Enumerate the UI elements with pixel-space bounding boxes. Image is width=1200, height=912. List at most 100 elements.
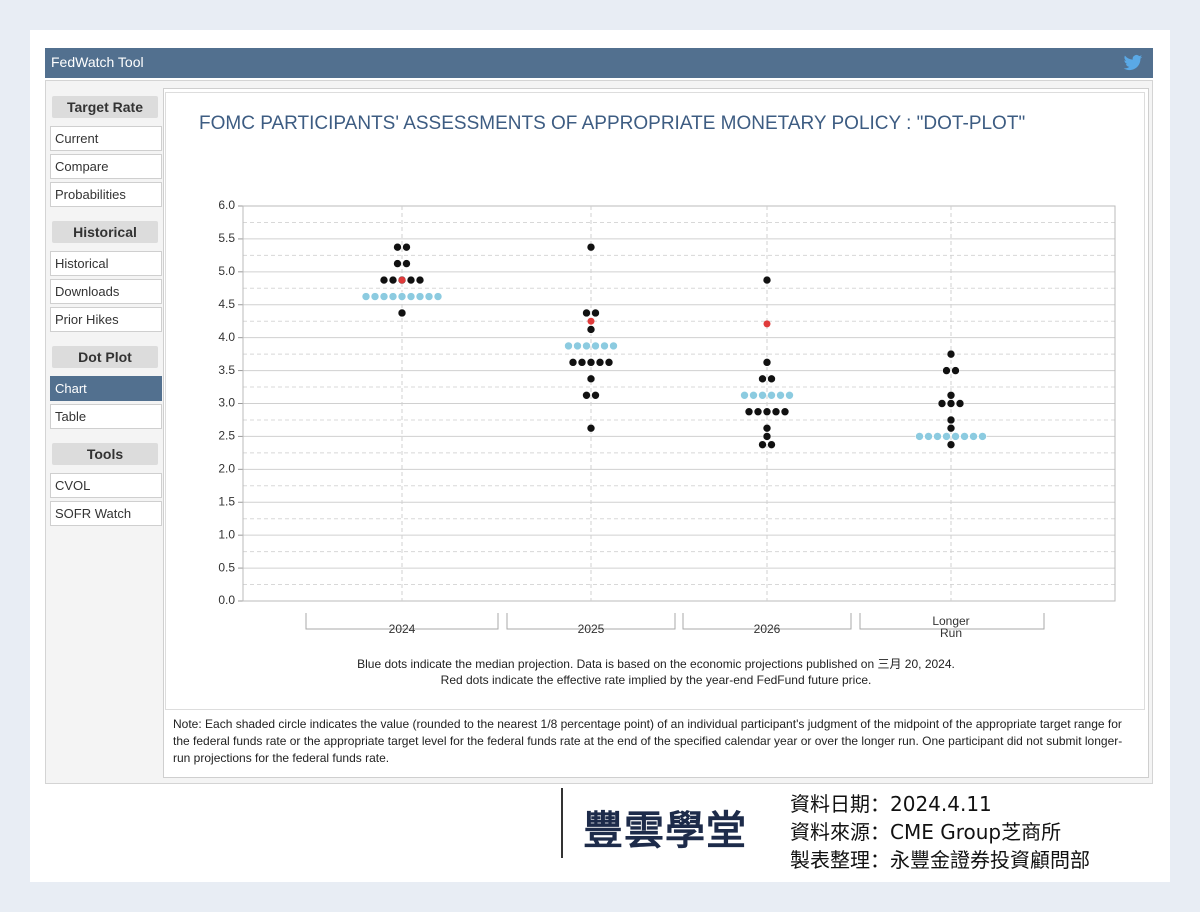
nav-item[interactable]: Current xyxy=(50,126,162,151)
participant-dot xyxy=(586,374,596,384)
category-bracket xyxy=(682,613,852,630)
y-tick-label: 0.5 xyxy=(218,560,235,574)
x-tick-label: 2026 xyxy=(753,623,781,636)
participant-dot xyxy=(744,407,754,417)
median-dot xyxy=(749,390,758,400)
participant-dot xyxy=(379,275,389,285)
median-dot xyxy=(951,432,960,441)
median-dot xyxy=(933,432,942,441)
info-line: 資料來源：CME Group芝商所 xyxy=(790,820,1062,844)
median-dot xyxy=(424,292,434,301)
tool-title: FedWatch Tool xyxy=(51,54,144,70)
x-label-box: 2025 xyxy=(577,623,605,636)
median-dot xyxy=(969,432,978,441)
nav-item[interactable]: Probabilities xyxy=(50,182,162,207)
median-dot xyxy=(609,341,618,351)
participant-dot xyxy=(762,423,772,433)
y-tick-label: 2.5 xyxy=(218,429,235,443)
median-dot xyxy=(564,341,573,351)
nav-item[interactable]: Table xyxy=(50,404,162,429)
median-dot xyxy=(379,292,389,301)
source-info: 資料日期：2024.4.11 資料來源：CME Group芝商所製表整理：永豐金證… xyxy=(790,790,1090,874)
median-dot xyxy=(591,341,600,351)
info-line: 製表整理：永豐金證券投資顧問部 xyxy=(790,848,1090,872)
participant-dot xyxy=(762,407,772,417)
x-label-box: 2024 xyxy=(389,623,416,635)
nav-item[interactable]: SOFR Watch xyxy=(50,501,162,526)
implied-rate-dot xyxy=(587,317,595,325)
participant-dot xyxy=(753,407,763,417)
median-dot xyxy=(582,341,591,351)
y-tick-label: 5.5 xyxy=(218,231,235,245)
nav-section: Target Rate Current Compare Probabilities xyxy=(50,96,162,207)
nav-item[interactable]: Prior Hikes xyxy=(50,307,162,332)
participant-dot xyxy=(415,275,425,285)
participant-dot xyxy=(568,358,578,367)
nav-item[interactable]: CVOL xyxy=(50,473,162,498)
y-tick-label: 3.0 xyxy=(218,396,235,410)
median-dot xyxy=(740,390,749,400)
participant-dot xyxy=(591,308,600,318)
participant-dot xyxy=(767,440,776,449)
participant-dot xyxy=(397,308,407,318)
nav-section: Tools CVOL SOFR Watch xyxy=(50,443,162,526)
median-dot xyxy=(406,292,416,301)
median-dot xyxy=(776,390,785,400)
participant-dot xyxy=(937,399,947,408)
participant-dot xyxy=(604,358,614,367)
category-bracket xyxy=(305,613,499,630)
participant-dot xyxy=(577,358,587,367)
participant-dot xyxy=(946,390,956,400)
nav-section: Historical Historical Downloads Prior Hikes xyxy=(50,221,162,332)
nav-heading: Historical xyxy=(52,221,158,243)
y-tick-label: 3.5 xyxy=(218,363,235,377)
median-dot xyxy=(415,292,425,301)
footnote: Blue dots indicate the median projection… xyxy=(357,657,955,671)
participant-dot xyxy=(771,407,781,417)
median-dot xyxy=(960,432,969,441)
participant-dot xyxy=(946,415,956,425)
median-dot xyxy=(397,292,407,301)
participant-dot xyxy=(586,423,596,433)
nav-item[interactable]: Chart xyxy=(50,376,162,401)
x-tick-label: 2025 xyxy=(577,623,605,636)
participant-dot xyxy=(942,366,951,375)
participant-dot xyxy=(393,242,402,252)
nav-heading: Target Rate xyxy=(52,96,158,118)
nav-heading: Dot Plot xyxy=(52,346,158,368)
participant-dot xyxy=(582,308,591,318)
participant-dot xyxy=(762,275,772,285)
category-bracket xyxy=(859,613,1045,630)
y-tick-label: 4.0 xyxy=(218,330,235,344)
median-dot xyxy=(915,432,924,441)
divider xyxy=(561,788,563,858)
participant-dot xyxy=(591,390,600,400)
participant-dot xyxy=(758,440,767,449)
participant-dot xyxy=(955,399,965,408)
nav-item[interactable]: Compare xyxy=(50,154,162,179)
participant-dot xyxy=(946,399,956,408)
median-dot xyxy=(433,292,443,301)
x-tick-label: Longer Run xyxy=(932,615,970,640)
twitter-icon[interactable] xyxy=(1123,54,1143,72)
note: Note: Each shaded circle indicates the v… xyxy=(173,717,1123,765)
y-tick-label: 0.0 xyxy=(218,593,235,607)
participant-dot xyxy=(586,242,596,252)
participant-dot xyxy=(393,259,402,268)
participant-dot xyxy=(586,325,596,334)
nav-item[interactable]: Downloads xyxy=(50,279,162,304)
median-dot xyxy=(388,292,398,301)
median-dot xyxy=(361,292,371,301)
y-tick-label: 5.0 xyxy=(218,264,235,278)
participant-dot xyxy=(762,358,772,367)
participant-dot xyxy=(595,358,605,367)
y-tick-label: 2.0 xyxy=(218,462,235,476)
info-line: 資料日期：2024.4.11 xyxy=(790,792,992,816)
participant-dot xyxy=(762,432,772,441)
median-dot xyxy=(767,390,776,400)
y-tick-label: 4.5 xyxy=(218,297,235,311)
implied-rate-dot xyxy=(763,320,771,328)
participant-dot xyxy=(951,366,960,375)
nav-item[interactable]: Historical xyxy=(50,251,162,276)
chart-title: FOMC PARTICIPANTS' ASSESSMENTS OF APPROP… xyxy=(199,113,1025,134)
